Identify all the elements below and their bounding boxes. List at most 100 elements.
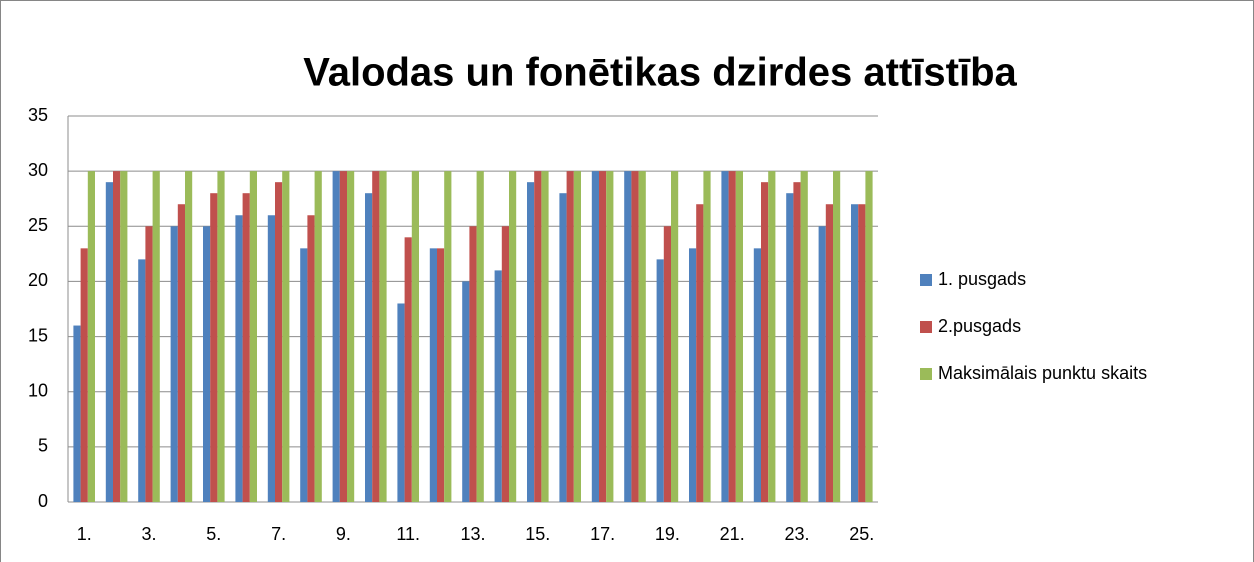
bar (307, 215, 315, 502)
bar (332, 171, 340, 502)
bar (728, 171, 736, 502)
x-tick-label: 9. (336, 524, 351, 544)
bar (203, 226, 211, 503)
bar (185, 171, 193, 502)
bar (606, 171, 614, 502)
bar (786, 193, 794, 502)
x-tick-label: 11. (396, 524, 420, 544)
bar (235, 215, 243, 502)
bar (476, 171, 484, 502)
chart-title: Valodas un fonētikas dzirdes attīstība (303, 51, 1017, 95)
y-tick-label: 35 (28, 105, 48, 125)
bar (314, 171, 322, 502)
y-tick-label: 10 (28, 380, 48, 400)
x-tick-label: 21. (720, 524, 745, 544)
x-tick-label: 5. (206, 524, 221, 544)
bar (735, 171, 743, 502)
bar (703, 171, 711, 502)
bar (573, 171, 581, 502)
bar (591, 171, 599, 502)
legend-label: 2.pusgads (938, 316, 1021, 336)
bar (462, 281, 470, 502)
bar (851, 204, 859, 502)
x-tick-label: 25. (849, 524, 874, 544)
y-tick-label: 30 (28, 160, 48, 180)
bar (177, 204, 185, 502)
y-tick-label: 5 (38, 436, 48, 456)
bar (696, 204, 704, 502)
bar (105, 182, 113, 502)
bar (365, 193, 373, 502)
bar (663, 226, 671, 503)
bar (242, 193, 250, 502)
legend-swatch (920, 368, 932, 380)
bar (379, 171, 387, 502)
bar (541, 171, 549, 502)
legend-label: Maksimālais punktu skaits (938, 363, 1147, 383)
bar (113, 171, 121, 502)
bar (631, 171, 639, 502)
bar (761, 182, 769, 502)
bar (339, 171, 347, 502)
y-tick-label: 0 (38, 491, 48, 511)
bar (825, 204, 833, 502)
bar (145, 226, 153, 503)
bar (800, 171, 808, 502)
bar (469, 226, 477, 503)
x-tick-label: 13. (460, 524, 485, 544)
y-tick-label: 25 (28, 215, 48, 235)
bar (753, 248, 761, 502)
x-tick-label: 1. (77, 524, 92, 544)
bar (501, 226, 509, 503)
bar (444, 171, 452, 502)
bar (624, 171, 632, 502)
bar (404, 237, 412, 503)
bar (566, 171, 574, 502)
bar (73, 325, 81, 502)
bar (559, 193, 567, 502)
bar (509, 171, 517, 502)
bar (534, 171, 542, 502)
x-tick-label: 15. (525, 524, 550, 544)
bar (818, 226, 826, 503)
bar (437, 248, 445, 502)
bar (793, 182, 801, 502)
bar (210, 193, 218, 502)
bar (494, 270, 502, 502)
legend-label: 1. pusgads (938, 269, 1026, 289)
bar (275, 182, 283, 502)
bar (217, 171, 225, 502)
bar (372, 171, 380, 502)
bar (721, 171, 729, 502)
bar (80, 248, 88, 502)
bar (768, 171, 776, 502)
y-tick-label: 20 (28, 270, 48, 290)
x-tick-label: 19. (655, 524, 680, 544)
bar (671, 171, 679, 502)
bar (638, 171, 646, 502)
x-tick-label: 3. (141, 524, 156, 544)
x-tick-label: 17. (590, 524, 615, 544)
bar (152, 171, 160, 502)
y-tick-label: 15 (28, 325, 48, 345)
bar (599, 171, 607, 502)
bar (138, 259, 146, 502)
legend-swatch (920, 274, 932, 286)
bar (689, 248, 697, 502)
x-tick-label: 7. (271, 524, 286, 544)
bar (120, 171, 128, 502)
bar (249, 171, 257, 502)
bar (527, 182, 535, 502)
bar (411, 171, 419, 502)
bar (347, 171, 355, 502)
bar (865, 171, 873, 502)
bar (833, 171, 841, 502)
bar (267, 215, 275, 502)
legend-swatch (920, 321, 932, 333)
bar (429, 248, 437, 502)
bar (87, 171, 95, 502)
bar (656, 259, 664, 502)
bar (170, 226, 178, 503)
bar (282, 171, 290, 502)
